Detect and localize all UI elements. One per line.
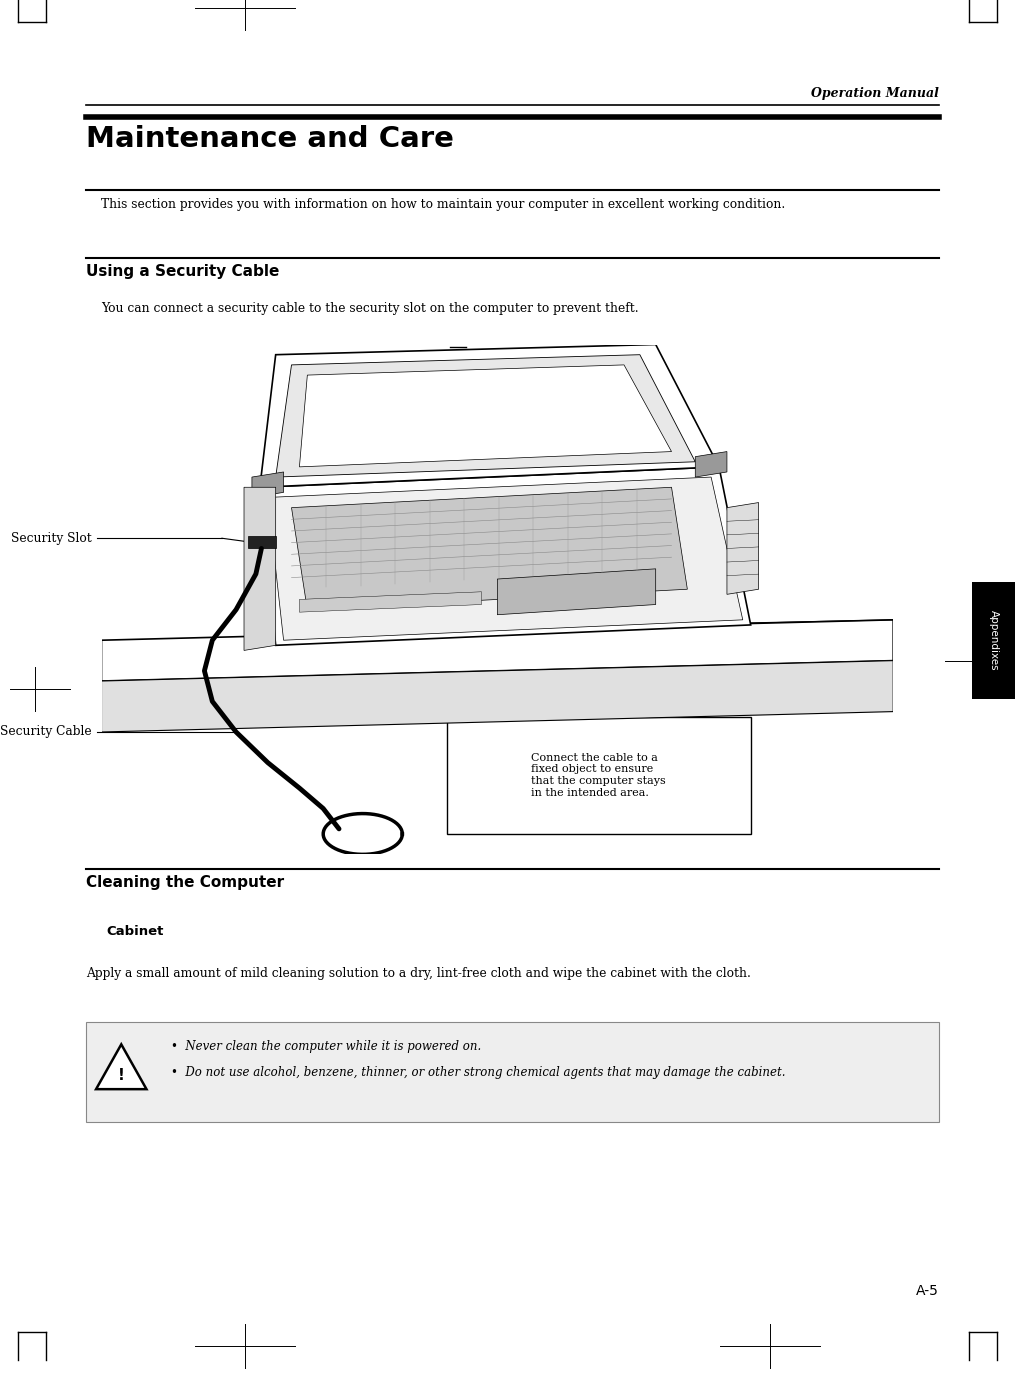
Polygon shape: [102, 620, 893, 681]
Polygon shape: [252, 471, 283, 497]
Text: !: !: [118, 1068, 125, 1083]
Text: •  Do not use alcohol, benzene, thinner, or other strong chemical agents that ma: • Do not use alcohol, benzene, thinner, …: [172, 1067, 786, 1079]
Polygon shape: [260, 467, 751, 645]
Text: Maintenance and Care: Maintenance and Care: [86, 125, 454, 153]
Text: Connect the cable to a
fixed object to ensure
that the computer stays
in the int: Connect the cable to a fixed object to e…: [532, 752, 666, 798]
Text: Security Slot: Security Slot: [11, 532, 91, 544]
Text: Security Cable: Security Cable: [0, 725, 91, 739]
Text: Using a Security Cable: Using a Security Cable: [86, 265, 280, 278]
Text: Apply a small amount of mild cleaning solution to a dry, lint-free cloth and wip: Apply a small amount of mild cleaning so…: [86, 967, 751, 980]
Text: Operation Manual: Operation Manual: [811, 87, 939, 101]
FancyBboxPatch shape: [447, 717, 751, 834]
Polygon shape: [299, 365, 672, 467]
Bar: [972, 582, 1015, 699]
Polygon shape: [276, 354, 695, 477]
Polygon shape: [727, 503, 758, 594]
Polygon shape: [96, 1045, 146, 1089]
Text: A-5: A-5: [916, 1284, 939, 1298]
Polygon shape: [497, 569, 656, 615]
Polygon shape: [291, 488, 687, 609]
Text: Cabinet: Cabinet: [107, 926, 163, 938]
FancyBboxPatch shape: [86, 1022, 939, 1122]
Polygon shape: [244, 488, 276, 650]
Text: Cleaning the Computer: Cleaning the Computer: [86, 875, 284, 890]
Text: Appendixes: Appendixes: [989, 610, 999, 671]
Text: This section provides you with information on how to maintain your computer in e: This section provides you with informati…: [102, 198, 786, 211]
Polygon shape: [102, 660, 893, 732]
Polygon shape: [268, 477, 743, 641]
Text: •  Never clean the computer while it is powered on.: • Never clean the computer while it is p…: [172, 1040, 481, 1053]
Text: You can connect a security cable to the security slot on the computer to prevent: You can connect a security cable to the …: [102, 302, 638, 316]
Polygon shape: [260, 344, 719, 488]
Polygon shape: [695, 452, 727, 477]
Polygon shape: [299, 591, 481, 612]
Bar: [248, 536, 276, 548]
